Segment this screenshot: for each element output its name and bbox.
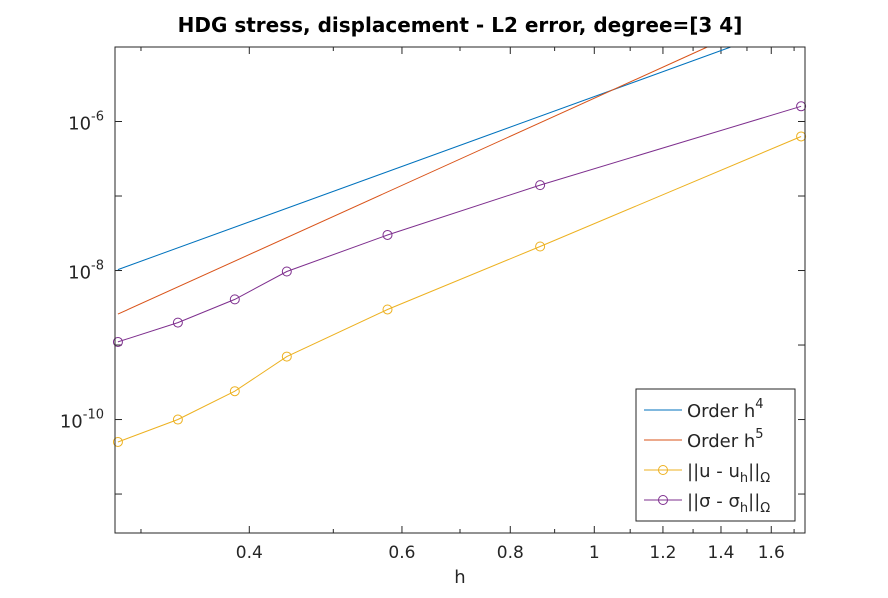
y-tick-label: 10-8 — [68, 259, 104, 284]
legend-label-text: Order h — [687, 401, 755, 422]
legend-label-text: || — [748, 461, 760, 482]
series-line — [117, 46, 708, 315]
x-tick-label: 1.4 — [707, 543, 734, 563]
data-point — [281, 266, 292, 277]
series-line — [117, 46, 731, 271]
data-point — [796, 101, 807, 112]
series-line — [117, 105, 802, 343]
y-tick-label: 10-6 — [68, 110, 104, 135]
data-point — [112, 436, 123, 447]
x-tick-labels: 0.4 0.6 0.8 1 1.2 1.4 1.6 — [236, 543, 785, 563]
legend-label: ||u - uh||Ω — [687, 461, 770, 486]
legend-label-superscript: 5 — [755, 427, 763, 442]
data-series — [112, 46, 807, 447]
legend-label: Order h4 — [687, 397, 764, 422]
data-point — [281, 351, 292, 362]
x-axis-label: h — [454, 567, 465, 588]
legend-entry: Order h5 — [644, 427, 764, 452]
x-tick-label: 0.6 — [388, 543, 415, 563]
y-tick-label-exponent: -10 — [83, 408, 104, 423]
x-tick-label: 1 — [589, 543, 600, 563]
data-point — [382, 304, 393, 315]
y-tick-label: 10-10 — [60, 408, 104, 433]
series-2 — [112, 131, 807, 447]
series-1 — [117, 46, 708, 315]
x-tick-label: 1.2 — [649, 543, 676, 563]
data-point — [172, 414, 183, 425]
legend-marker — [658, 495, 668, 505]
x-tick-label: 1.6 — [758, 543, 785, 563]
data-point — [172, 317, 183, 328]
legend-label-subscript: h — [740, 501, 748, 516]
y-tick-label-base: 10 — [68, 114, 91, 135]
series-line — [117, 136, 802, 443]
legend-label-subscript: Ω — [760, 471, 770, 486]
data-point — [229, 294, 240, 305]
legend-entry: ||u - uh||Ω — [644, 461, 770, 486]
legend-label-subscript: h — [740, 471, 748, 486]
series-0 — [117, 46, 731, 271]
legend-label: Order h5 — [687, 427, 764, 452]
tick-marks — [115, 46, 805, 533]
x-tick-label: 0.4 — [236, 543, 263, 563]
legend-label-text: ||σ - σ — [687, 491, 740, 512]
x-tick-label: 0.8 — [497, 543, 524, 563]
legend-label-text: Order h — [687, 431, 755, 452]
legend-entry: Order h4 — [644, 397, 764, 422]
legend-label-subscript: Ω — [760, 501, 770, 516]
data-point — [382, 229, 393, 240]
legend-label-text: ||u - u — [687, 461, 740, 482]
data-point — [229, 386, 240, 397]
chart-title: HDG stress, displacement - L2 error, deg… — [178, 13, 743, 37]
legend-label-text: || — [748, 491, 760, 512]
y-tick-label-exponent: -6 — [91, 110, 104, 125]
data-point — [535, 241, 546, 252]
data-point — [796, 131, 807, 142]
data-point — [112, 336, 123, 347]
plot-frame — [114, 46, 806, 534]
legend-label: ||σ - σh||Ω — [687, 491, 770, 516]
series-3 — [112, 101, 807, 347]
y-tick-label-exponent: -8 — [91, 259, 104, 274]
legend-entry: ||σ - σh||Ω — [644, 491, 770, 516]
y-tick-label-base: 10 — [68, 263, 91, 284]
y-tick-label-base: 10 — [60, 412, 83, 433]
legend-marker — [658, 465, 668, 475]
data-point — [535, 180, 546, 191]
legend-box — [635, 388, 796, 522]
legend-label-superscript: 4 — [755, 397, 763, 412]
